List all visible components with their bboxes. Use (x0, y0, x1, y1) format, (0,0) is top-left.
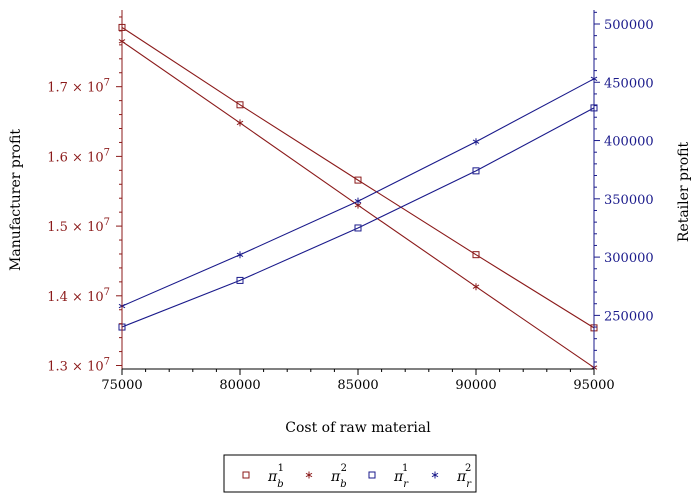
legend-box (223, 454, 477, 493)
legend-marker (242, 471, 250, 479)
legend-marker (305, 471, 313, 479)
right-y-tick-label: 350000 (604, 193, 654, 208)
series-3 (118, 75, 598, 310)
right-y-axis-title: Retailer profit (676, 142, 692, 243)
series-line (121, 78, 595, 307)
series-point (236, 119, 244, 127)
x-axis-title: Cost of raw material (285, 420, 431, 436)
series-2 (118, 104, 598, 331)
right-y-tick-label: 450000 (604, 76, 654, 91)
legend-marker (431, 471, 439, 479)
series-point (472, 283, 480, 291)
legend-marker (368, 471, 376, 479)
x-tick-label: 95000 (573, 378, 614, 393)
legend-label: πb2 (330, 463, 347, 490)
left-y-tick-label: 1.5 × 107 (47, 217, 110, 235)
right-y-tick-label: 400000 (604, 135, 654, 150)
series-point (472, 138, 480, 146)
left-y-axis-title: Manufacturer profit (8, 129, 24, 271)
left-y-tick-label: 1.7 × 107 (47, 78, 110, 96)
series-point (236, 251, 244, 259)
series-0 (118, 23, 598, 332)
series-point (236, 276, 244, 284)
legend-label: πb1 (267, 463, 284, 490)
series-point (354, 176, 362, 184)
right-y-tick-label: 300000 (604, 251, 654, 266)
series-point (354, 197, 362, 205)
series-point (472, 251, 480, 259)
x-tick-label: 80000 (219, 378, 260, 393)
x-tick-label: 85000 (337, 378, 378, 393)
series-point (472, 167, 480, 175)
x-tick-label: 90000 (455, 378, 496, 393)
right-y-tick-label: 500000 (604, 18, 654, 33)
x-tick-label: 75000 (101, 378, 142, 393)
legend-label: πr1 (393, 463, 409, 490)
legend-label: πr2 (456, 463, 472, 490)
legend: πb1 πb2 πr1 πr2 (223, 454, 477, 493)
series-point (354, 224, 362, 232)
series-point (236, 101, 244, 109)
left-y-tick-label: 1.4 × 107 (47, 287, 110, 305)
right-y-tick-label: 250000 (604, 309, 654, 324)
series-line (121, 26, 595, 329)
left-y-tick-label: 1.6 × 107 (47, 147, 110, 165)
series-line (121, 107, 595, 328)
left-y-tick-label: 1.3 × 107 (47, 357, 110, 375)
